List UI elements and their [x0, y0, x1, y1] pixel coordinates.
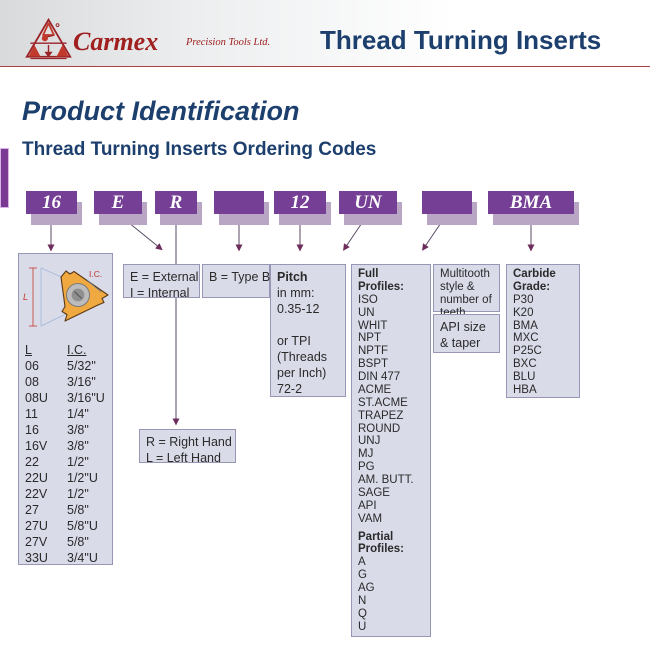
svg-text:L: L: [23, 292, 28, 302]
svg-text:I.C.: I.C.: [89, 269, 102, 279]
